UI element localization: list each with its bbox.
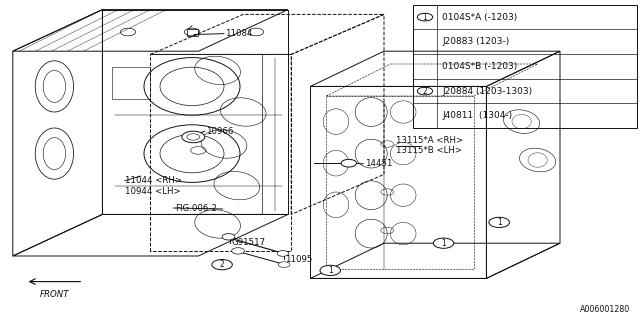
Text: G91517: G91517	[232, 238, 266, 247]
Text: 11084: 11084	[225, 29, 253, 38]
Text: 0104S*A (-1203): 0104S*A (-1203)	[442, 12, 518, 22]
Bar	[187, 29, 198, 36]
Text: A006001280: A006001280	[580, 305, 630, 314]
Text: FRONT: FRONT	[40, 290, 69, 299]
Text: 1: 1	[328, 266, 333, 275]
Text: 10966: 10966	[206, 127, 234, 136]
Text: J20884 (1203-1303): J20884 (1203-1303)	[442, 86, 532, 96]
Circle shape	[341, 159, 356, 167]
Text: 2: 2	[220, 260, 225, 269]
Text: FIG.006-2: FIG.006-2	[175, 204, 217, 212]
Text: 2: 2	[422, 86, 428, 96]
Circle shape	[212, 260, 232, 270]
Circle shape	[417, 13, 433, 21]
Text: 13115*A <RH>: 13115*A <RH>	[396, 136, 463, 145]
Circle shape	[489, 217, 509, 228]
Text: J20883 (1203-): J20883 (1203-)	[442, 37, 509, 46]
Circle shape	[277, 251, 289, 256]
Text: 1: 1	[497, 218, 502, 227]
Circle shape	[433, 238, 454, 248]
Text: 0104S*B (-1203): 0104S*B (-1203)	[442, 62, 518, 71]
Text: 11044 <RH>: 11044 <RH>	[125, 176, 182, 185]
Circle shape	[417, 87, 433, 95]
Circle shape	[232, 248, 244, 254]
Text: 11095: 11095	[285, 255, 312, 264]
Circle shape	[222, 234, 235, 240]
Text: 14451: 14451	[365, 159, 392, 168]
Circle shape	[182, 131, 205, 143]
Bar	[413, 5, 637, 128]
Text: 1: 1	[422, 12, 428, 22]
Text: 10944 <LH>: 10944 <LH>	[125, 188, 180, 196]
Circle shape	[320, 265, 340, 276]
Text: 1: 1	[441, 239, 446, 248]
Bar	[112, 67, 150, 99]
Text: J40811  (1304-): J40811 (1304-)	[442, 111, 513, 120]
Text: 13115*B <LH>: 13115*B <LH>	[396, 146, 461, 155]
Circle shape	[278, 262, 290, 268]
